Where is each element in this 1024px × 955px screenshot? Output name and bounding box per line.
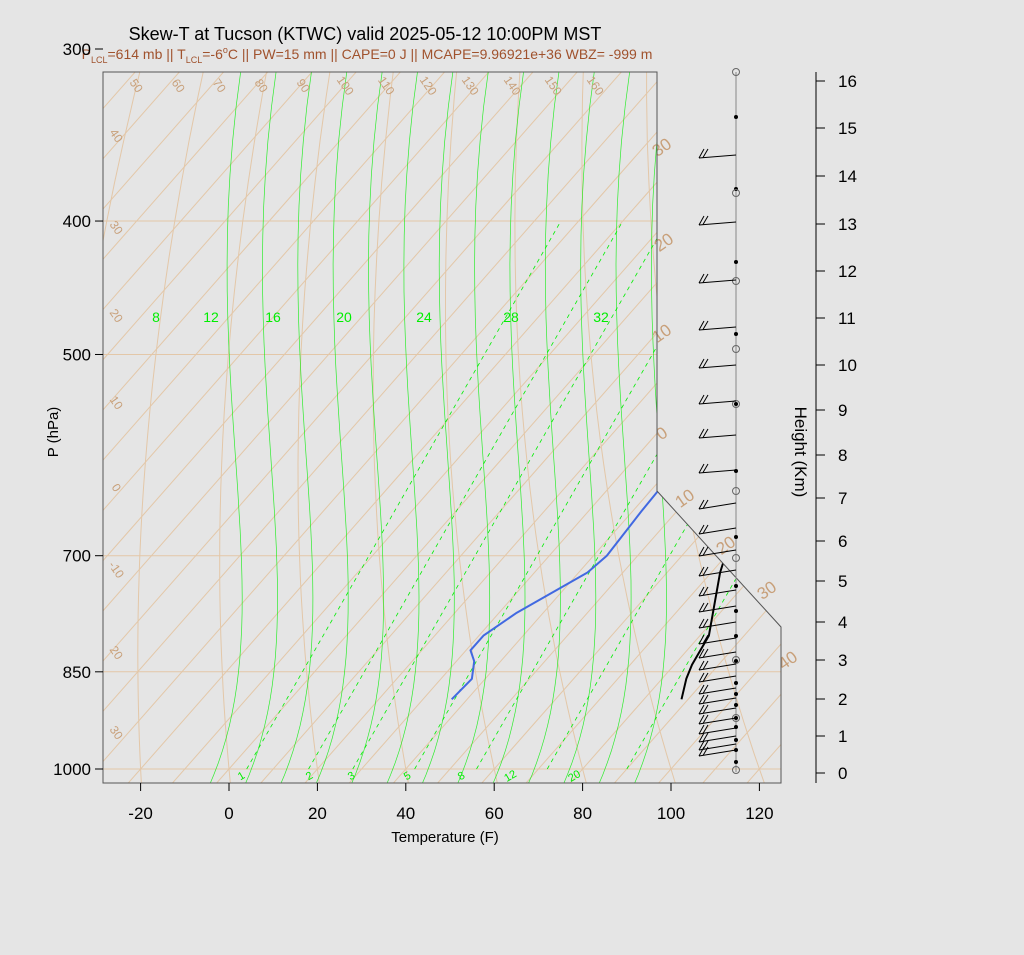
mixing-ratio-top-label: 32 (593, 309, 609, 325)
height-tick-label: 9 (838, 401, 847, 420)
height-tick-label: 2 (838, 690, 847, 709)
height-tick-label: 12 (838, 262, 857, 281)
x-axis-label: Temperature (F) (391, 829, 499, 846)
height-tick-label: 16 (838, 72, 857, 91)
wind-level-dot (734, 681, 738, 685)
p-tick-label: 850 (63, 663, 91, 682)
wind-level-dot (734, 703, 738, 707)
isotherm-line (778, 0, 1024, 798)
dry-adiabat-line (769, 0, 949, 798)
p-tick-label: 400 (63, 212, 91, 231)
wind-level-dot (734, 584, 738, 588)
wind-level-dot (734, 402, 738, 406)
x-tick-label: 0 (224, 804, 233, 823)
dry-adiabat-line (993, 0, 1024, 798)
x-tick-label: 20 (308, 804, 327, 823)
chart-subtitle: PLCL=614 mb || TLCL=-6oC || PW=15 mm || … (82, 45, 653, 65)
x-tick-label: 120 (745, 804, 773, 823)
height-tick-label: 11 (838, 309, 856, 328)
wind-level-dot (734, 692, 738, 696)
wind-level-dot (734, 634, 738, 638)
dry-adiabat-line (939, 0, 1024, 798)
height-tick-label: 3 (838, 651, 847, 670)
p-tick-label: 500 (63, 345, 91, 364)
height-tick-label: 15 (838, 119, 857, 138)
x-tick-label: 100 (657, 804, 685, 823)
height-tick-label: 8 (838, 446, 847, 465)
dry-adiabat-line (828, 0, 1024, 798)
wind-level-dot (734, 260, 738, 264)
height-tick-label: 0 (838, 764, 847, 783)
mixing-ratio-top-label: 16 (265, 309, 281, 325)
wind-level-dot (734, 659, 738, 663)
height-tick-label: 5 (838, 572, 847, 591)
x-tick-label: -20 (128, 804, 153, 823)
wind-level-dot (734, 760, 738, 764)
mixing-ratio-top-label: 28 (503, 309, 519, 325)
x-axis: -20 0 20 40 60 80 100 120 (128, 783, 773, 823)
wind-level-dot (734, 332, 738, 336)
mixing-ratio-top-label: 20 (336, 309, 352, 325)
height-tick-label: 10 (838, 356, 857, 375)
p-tick-label: 300 (63, 40, 91, 59)
height-tick-label: 1 (838, 727, 847, 746)
height-tick-label: 6 (838, 532, 847, 551)
wind-level-dot (734, 738, 738, 742)
mixing-ratio-top-label: 8 (152, 309, 160, 325)
p-tick-label: 700 (63, 547, 91, 566)
mixing-ratio-top-label: 12 (203, 309, 219, 325)
height-tick-label: 14 (838, 167, 857, 186)
height-tick-label: 4 (838, 613, 847, 632)
height-axis-label: Height (Km) (791, 407, 810, 498)
x-tick-label: 60 (485, 804, 504, 823)
wind-level-dot (734, 535, 738, 539)
x-tick-label: 40 (396, 804, 415, 823)
mixing-ratio-top-label: 24 (416, 309, 432, 325)
chart-title: Skew-T at Tucson (KTWC) valid 2025-05-12… (129, 24, 602, 44)
dry-adiabat-line (884, 0, 1024, 798)
wind-level-dot (734, 115, 738, 119)
height-tick-label: 13 (838, 215, 857, 234)
p-tick-label: 1000 (53, 760, 91, 779)
y-axis: 1001502002503004005007008501000 (53, 0, 103, 779)
x-tick-label: 80 (573, 804, 592, 823)
wind-level-dot (734, 609, 738, 613)
y-axis-label: P (hPa) (45, 407, 62, 458)
wind-level-dot (734, 469, 738, 473)
height-tick-label: 7 (838, 489, 847, 508)
